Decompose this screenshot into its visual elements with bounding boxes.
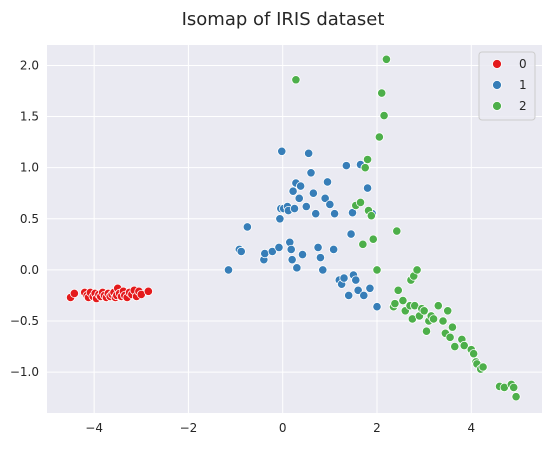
point-class-1 bbox=[306, 168, 316, 178]
point-class-2 bbox=[428, 314, 439, 324]
point-class-2 bbox=[362, 154, 373, 165]
point-class-2 bbox=[511, 392, 521, 402]
x-axis-ticks: −4 −2 0 2 4 bbox=[85, 421, 475, 435]
point-class-1 bbox=[292, 263, 302, 273]
point-class-2 bbox=[381, 54, 392, 64]
plot-background bbox=[47, 45, 542, 413]
point-class-1 bbox=[297, 249, 308, 260]
point-class-2 bbox=[368, 234, 378, 244]
point-class-1 bbox=[287, 255, 297, 265]
point-class-1 bbox=[260, 248, 270, 259]
point-class-1 bbox=[372, 302, 382, 312]
point-class-0 bbox=[143, 286, 153, 296]
point-class-2 bbox=[392, 226, 402, 236]
point-class-1 bbox=[294, 193, 304, 203]
point-class-1 bbox=[308, 188, 318, 198]
y-tick-label: 0.5 bbox=[20, 212, 39, 226]
point-class-1 bbox=[341, 161, 351, 171]
point-class-2 bbox=[509, 382, 519, 393]
point-class-1 bbox=[359, 290, 369, 301]
point-class-2 bbox=[366, 211, 376, 221]
point-class-1 bbox=[351, 275, 361, 285]
point-class-1 bbox=[344, 290, 354, 301]
legend-marker-1 bbox=[492, 80, 502, 90]
point-class-2 bbox=[393, 285, 403, 295]
y-tick-label: 2.0 bbox=[20, 58, 39, 72]
point-class-2 bbox=[379, 110, 389, 121]
legend-frame bbox=[478, 51, 536, 121]
point-class-1 bbox=[286, 244, 296, 255]
point-class-2 bbox=[469, 349, 479, 359]
x-tick-label: −2 bbox=[180, 421, 198, 435]
point-class-2 bbox=[358, 239, 368, 249]
point-class-1 bbox=[362, 183, 373, 193]
point-class-0 bbox=[69, 288, 79, 298]
point-class-2 bbox=[450, 341, 460, 352]
point-class-2 bbox=[445, 332, 455, 342]
point-class-1 bbox=[236, 246, 246, 257]
point-class-1 bbox=[329, 209, 340, 219]
legend-marker-2 bbox=[492, 101, 502, 111]
point-class-2 bbox=[419, 306, 429, 316]
point-class-1 bbox=[339, 273, 349, 283]
point-class-1 bbox=[289, 203, 300, 214]
point-class-2 bbox=[438, 316, 448, 326]
point-class-2 bbox=[459, 340, 469, 351]
point-class-1 bbox=[315, 253, 326, 263]
x-tick-label: 0 bbox=[279, 421, 287, 435]
grid-lines bbox=[47, 45, 542, 413]
chart-title: Isomap of IRIS dataset bbox=[182, 9, 385, 30]
point-class-2 bbox=[478, 362, 488, 372]
x-tick-label: 2 bbox=[373, 421, 381, 435]
legend: 0 1 2 bbox=[478, 51, 536, 121]
point-class-2 bbox=[433, 301, 443, 311]
point-class-1 bbox=[346, 229, 356, 239]
point-class-2 bbox=[360, 163, 370, 173]
point-class-2 bbox=[291, 75, 301, 85]
point-class-1 bbox=[296, 181, 306, 191]
point-class-2 bbox=[372, 265, 382, 275]
point-class-1 bbox=[311, 209, 321, 219]
point-class-1 bbox=[353, 285, 363, 295]
point-class-1 bbox=[223, 265, 234, 275]
legend-label-2: 2 bbox=[519, 99, 527, 113]
point-class-1 bbox=[242, 222, 252, 232]
y-tick-label: 1.0 bbox=[20, 161, 39, 175]
point-class-1 bbox=[304, 148, 314, 158]
y-tick-label: −1.0 bbox=[10, 365, 39, 379]
y-axis-ticks: −1.0 −0.5 0.0 0.5 1.0 1.5 2.0 bbox=[10, 58, 39, 379]
x-tick-label: −4 bbox=[85, 421, 103, 435]
x-tick-label: 4 bbox=[467, 421, 475, 435]
y-tick-label: 0.0 bbox=[20, 263, 39, 277]
point-class-2 bbox=[355, 197, 366, 208]
point-class-1 bbox=[274, 242, 284, 252]
point-class-1 bbox=[320, 193, 330, 203]
point-class-2 bbox=[412, 265, 422, 275]
point-class-1 bbox=[301, 201, 311, 212]
point-class-1 bbox=[322, 177, 333, 187]
point-class-1 bbox=[329, 244, 339, 255]
point-class-2 bbox=[377, 88, 387, 98]
point-class-1 bbox=[325, 199, 335, 210]
point-class-1 bbox=[318, 265, 328, 275]
point-class-2 bbox=[374, 132, 384, 142]
point-class-1 bbox=[267, 246, 277, 257]
point-class-1 bbox=[313, 242, 323, 252]
point-class-2 bbox=[447, 322, 458, 332]
point-class-1 bbox=[275, 214, 285, 224]
point-class-1 bbox=[277, 146, 287, 156]
point-class-1 bbox=[365, 283, 375, 293]
point-class-2 bbox=[390, 299, 400, 309]
legend-label-0: 0 bbox=[519, 57, 527, 71]
point-class-2 bbox=[398, 295, 408, 306]
legend-label-1: 1 bbox=[519, 78, 527, 92]
legend-marker-0 bbox=[492, 59, 502, 69]
data-points bbox=[65, 54, 521, 402]
point-class-2 bbox=[421, 326, 432, 336]
point-class-1 bbox=[288, 186, 298, 196]
y-tick-label: −0.5 bbox=[10, 314, 39, 328]
point-class-2 bbox=[443, 306, 453, 316]
y-tick-label: 1.5 bbox=[20, 110, 39, 124]
